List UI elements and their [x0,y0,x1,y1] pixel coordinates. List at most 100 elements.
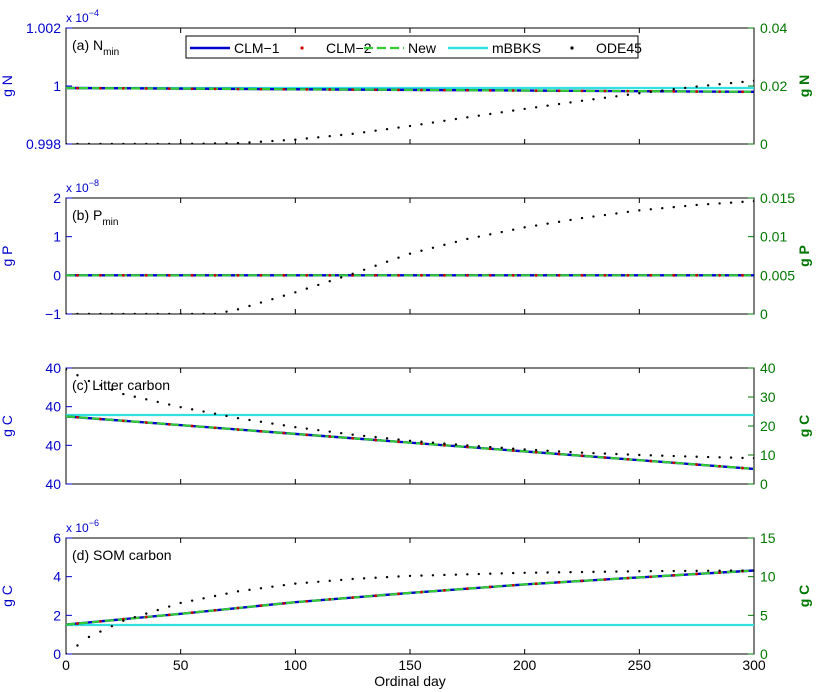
series-clm2-point [603,578,607,581]
series-clm2-point [649,459,653,463]
series-clm2-point [167,87,171,90]
series-ode45-point [213,594,217,598]
series-ode45-point [168,142,171,144]
series-ode45-point [580,570,584,574]
series-ode45-point [729,201,733,204]
series-ode45-point [592,215,595,218]
series-ode45-point [592,570,595,574]
series-ode45-point [317,580,320,583]
series-ode45-point [271,585,274,588]
series-clm2-point [488,585,492,589]
series-ode45-point [248,304,251,308]
series-ode45-point [145,398,148,401]
series-ode45-point [477,235,480,238]
series-ode45-point [454,240,458,244]
series-ode45-point [752,199,754,203]
left-tick-label: 1 [53,229,61,245]
right-tick-label: 0.02 [760,78,787,94]
series-ode45-point [557,571,561,574]
left-axis-exponent-power: −4 [89,8,99,18]
series-ode45-point [385,127,389,131]
series-ode45-point [649,208,652,211]
series-ode45-point [523,107,526,111]
series-ode45-point [489,112,492,116]
series-clm2-point [213,273,217,277]
series-ode45-point [741,569,744,572]
series-clm2-point [420,590,423,594]
series-ode45-point [477,114,480,117]
series-ode45-point [385,575,389,579]
series-ode45-point [282,583,286,587]
series-clm2-point [328,273,332,277]
series-ode45-point [282,139,286,142]
legend-item: CLM−1 [190,40,280,56]
series-ode45-point [271,422,274,425]
series-ode45-point [397,575,400,578]
series-clm2-point [76,273,79,277]
series-ode45-point [706,84,710,87]
series-clm2-point [626,89,630,93]
series-clm2-point [76,415,79,419]
series-clm2-point [557,580,561,584]
series-ode45-point [661,89,664,92]
left-tick-label: 1 [53,78,61,94]
series-ode45-point [156,142,159,144]
series-clm2-point [328,88,332,91]
series-ode45-point [615,95,618,98]
series-clm2-point [580,454,584,458]
series-ode45-point [317,428,320,432]
right-tick-label: 15 [760,530,776,546]
series-ode45-point [672,454,675,458]
left-axis-exponent-power: −6 [89,518,99,528]
series-ode45-point [592,451,595,455]
series-ode45-point [145,142,148,144]
x-tick-label: 150 [398,657,422,673]
series-ode45-point [282,424,286,427]
series-ode45-point [145,312,148,314]
series-clm2-point [603,89,607,93]
series-ode45-point [133,142,136,144]
series-ode45-point [328,280,331,283]
left-tick-label: 40 [45,476,61,492]
left-tick-label: 6 [53,530,61,546]
series-ode45-point [236,416,240,420]
legend-label: ODE45 [596,40,642,56]
right-y-axis-label: g C [796,415,812,438]
legend-item: New [364,40,437,56]
series-ode45-point [305,137,308,140]
series-ode45-point [466,237,469,241]
series-ode45-point [271,297,274,301]
series-ode45-point [649,454,652,457]
x-tick-label: 200 [513,657,537,673]
series-clm2-point [465,273,469,277]
series-ode45-point [569,101,572,104]
series-clm2-point [190,273,194,277]
left-y-axis-label: g P [0,245,15,266]
series-clm2-point [351,88,355,92]
series-ode45-point [202,142,205,144]
series-ode45-point [351,433,354,436]
series-ode45-point [466,444,469,447]
series-ode45-point [202,597,205,600]
series-ode45-point [202,410,205,413]
series-ode45-point [466,573,469,576]
series-clm2-point [511,583,515,587]
series-ode45-point [340,276,343,279]
series-ode45-point [99,142,102,144]
x-tick-label: 250 [628,657,652,673]
series-clm2-point [167,422,171,426]
series-ode45-point [431,121,435,124]
series-ode45-point [294,582,297,585]
series-ode45-point [340,431,343,435]
series-ode45-point [512,447,515,450]
left-tick-label: 0.998 [26,136,61,152]
series-clm2-point [167,273,171,277]
series-ode45-point [99,630,102,633]
series-ode45-point [179,601,182,605]
series-ode45-point [500,446,503,450]
series-clm2-point [443,588,446,592]
series-ode45-point [168,403,171,406]
series-ode45-point [695,455,698,458]
series-ode45-point [603,452,607,455]
